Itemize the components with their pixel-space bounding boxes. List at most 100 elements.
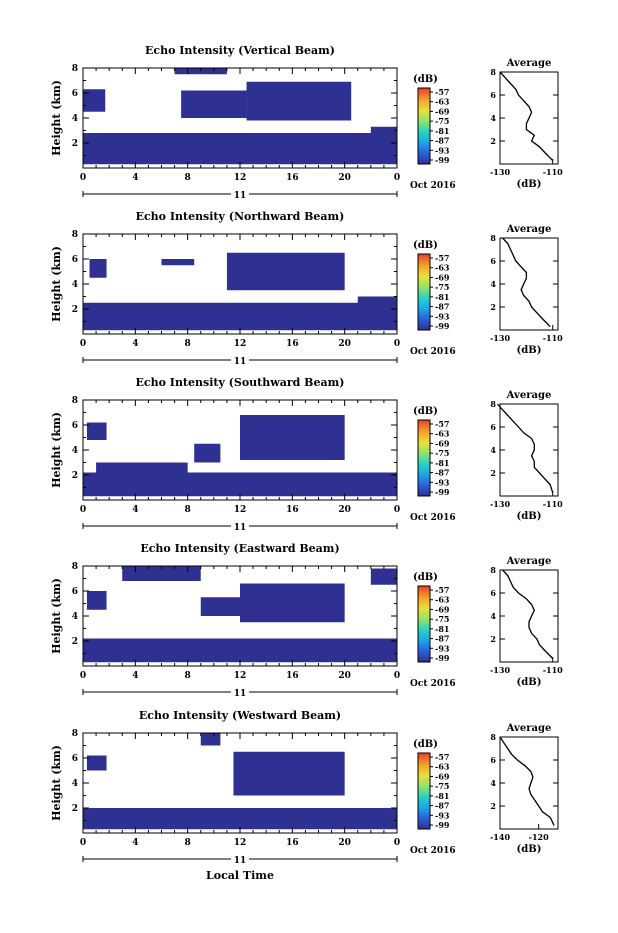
x-tick-label: 16 [286, 671, 299, 681]
colorbar [417, 253, 431, 331]
x-tick-label: 16 [286, 838, 299, 848]
x-tick-label: 12 [234, 671, 247, 681]
average-x-tick-label: -130 [490, 333, 510, 343]
date-marker: 11 [234, 357, 247, 367]
x-tick-label: 8 [185, 173, 191, 183]
heatmap-cell [181, 90, 247, 118]
colorbar-unit: (dB) [413, 739, 438, 750]
average-y-tick-label: 8 [490, 565, 496, 575]
heatmap-cells [83, 252, 397, 331]
heatmap-cell [86, 591, 107, 610]
y-tick-label: 6 [72, 255, 78, 265]
colorbar-tick-label: -75 [435, 448, 449, 458]
colorbar [417, 87, 431, 165]
average-y-tick-label: 4 [490, 113, 496, 123]
date-marker-bg [231, 519, 249, 533]
average-x-tick-label: -110 [543, 167, 563, 177]
colorbar-tick-label: -63 [435, 595, 450, 605]
average-title: Average [506, 224, 552, 235]
y-tick-label: 4 [72, 280, 78, 290]
y-tick-label: 4 [72, 779, 78, 789]
panel-3: Echo Intensity (Eastward Beam) 2 4 6 8 Height… [50, 542, 563, 699]
panel-title: Echo Intensity (Southward Beam) [136, 376, 345, 389]
y-tick-label: 2 [72, 305, 78, 315]
average-y-tick-label: 6 [490, 422, 496, 432]
heatmap-cell [174, 68, 227, 75]
y-tick-label: 4 [72, 446, 78, 456]
panel-2: Echo Intensity (Southward Beam) 2 4 6 8 Heigh… [50, 376, 563, 533]
panel-4: Echo Intensity (Westward Beam) 2 4 6 8 Height… [50, 709, 559, 866]
colorbar-tick-label: -69 [435, 272, 450, 282]
heatmap-cells [83, 566, 397, 663]
y-tick-label: 8 [72, 230, 78, 240]
colorbar-tick-label: -81 [435, 292, 449, 302]
colorbar-tick-label: -87 [435, 634, 449, 644]
x-tick-label: 0 [80, 505, 86, 515]
average-frame [499, 569, 559, 663]
colorbar-tick-label: -93 [435, 477, 450, 487]
colorbar-tick-label: -69 [435, 106, 450, 116]
average-x-tick-label: -120 [529, 832, 549, 842]
y-tick-label: 6 [72, 421, 78, 431]
average-profile-line [502, 237, 551, 328]
heatmap-cell [89, 259, 107, 278]
average-y-tick-label: 4 [490, 279, 496, 289]
colorbar-tick-label: -57 [435, 419, 449, 429]
colorbar-unit: (dB) [413, 406, 438, 417]
average-y-tick-label: 2 [490, 801, 496, 811]
average-xlabel: (dB) [517, 511, 542, 522]
heatmap-cell [233, 751, 345, 796]
colorbar-tick-label: -63 [435, 429, 450, 439]
panel-title: Echo Intensity (Northward Beam) [136, 210, 345, 223]
colorbar-tick-label: -63 [435, 263, 450, 273]
average-title: Average [506, 58, 552, 69]
x-tick-label: 8 [185, 838, 191, 848]
average-y-tick-label: 4 [490, 445, 496, 455]
average-x-tick-label: -110 [543, 333, 563, 343]
x-tick-label: 0 [80, 838, 86, 848]
colorbar-tick-label: -63 [435, 97, 450, 107]
average-x-tick-label: -140 [490, 832, 510, 842]
colorbar-tick-label: -75 [435, 116, 449, 126]
y-tick-label: 6 [72, 754, 78, 764]
x-tick-label: 4 [132, 339, 138, 349]
x-tick-label: 16 [286, 339, 299, 349]
colorbar-tick-label: -87 [435, 302, 449, 312]
average-profile-line [502, 569, 554, 659]
heatmap-cell [161, 259, 195, 266]
colorbar-tick-label: -81 [435, 624, 449, 634]
panel-title: Echo Intensity (Westward Beam) [139, 709, 341, 722]
average-y-tick-label: 8 [490, 732, 496, 742]
colorbar-tick-label: -93 [435, 311, 450, 321]
average-y-tick-label: 6 [490, 588, 496, 598]
heatmap-cell [83, 89, 106, 112]
date-marker: 11 [234, 191, 247, 201]
average-xlabel: (dB) [517, 677, 542, 688]
colorbar-tick-label: -99 [435, 487, 450, 497]
date-label: Oct 2016 [410, 513, 456, 523]
x-tick-label: 20 [338, 671, 351, 681]
x-tick-label: 4 [132, 173, 138, 183]
average-y-tick-label: 2 [490, 468, 496, 478]
y-axis-label: Height (km) [50, 745, 63, 821]
y-tick-label: 8 [72, 396, 78, 406]
y-tick-label: 2 [72, 139, 78, 149]
panel-title: Echo Intensity (Eastward Beam) [140, 542, 339, 555]
average-xlabel: (dB) [517, 844, 542, 855]
y-tick-label: 8 [72, 562, 78, 572]
x-tick-label: 0 [80, 339, 86, 349]
colorbar-tick-label: -93 [435, 810, 450, 820]
date-label: Oct 2016 [410, 679, 456, 689]
x-tick-label: 4 [132, 838, 138, 848]
colorbar-tick-label: -87 [435, 468, 449, 478]
heatmap-cell [83, 472, 397, 497]
heatmap-cell [226, 252, 345, 291]
average-title: Average [506, 556, 552, 567]
colorbar-tick-label: -87 [435, 801, 449, 811]
colorbar-tick-label: -99 [435, 820, 450, 830]
colorbar [417, 585, 431, 663]
colorbar-tick-label: -57 [435, 752, 449, 762]
y-axis-label: Height (km) [50, 80, 63, 156]
heatmap-cell [357, 296, 397, 316]
